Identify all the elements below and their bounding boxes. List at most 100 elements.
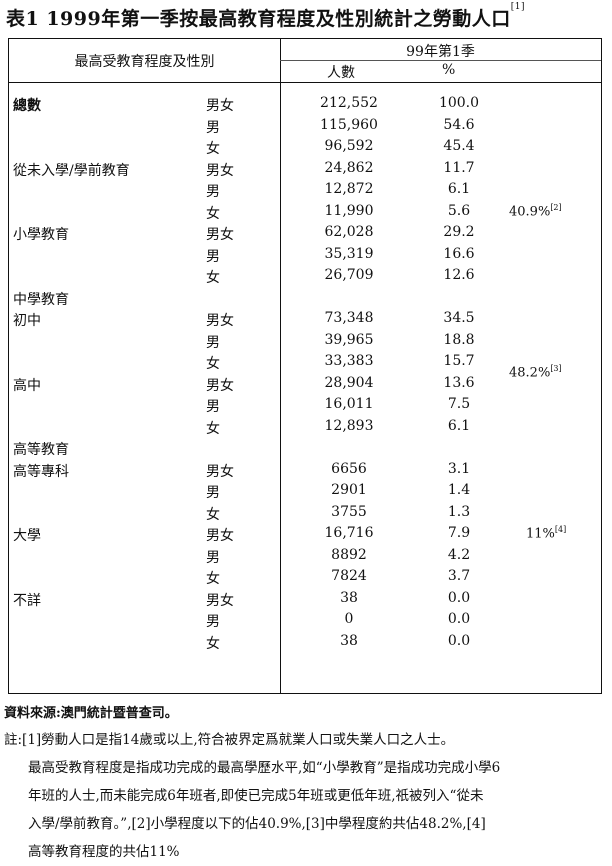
education-level-cell: 中學教育 [13, 291, 69, 308]
subheader-divider [280, 60, 601, 61]
table-row: 小學教育 男女 62,028 29.2 [9, 224, 601, 246]
annotation-ref: [4] [554, 525, 567, 534]
sex-cell: 男 [206, 334, 220, 351]
sex-cell: 女 [206, 506, 220, 523]
count-cell: 2901 [331, 482, 367, 498]
count-cell: 6656 [331, 460, 367, 477]
percent-cell: 6.1 [447, 181, 471, 197]
count-cell: 12,893 [324, 417, 374, 434]
percent-cell: 16.6 [443, 245, 475, 262]
labor-force-table: 最高受教育程度及性別 99年第1季 人數 % 40.9%[2] 48.2%[3]… [8, 38, 602, 694]
percent-cell: 1.4 [447, 482, 471, 498]
sex-cell: 男 [206, 248, 220, 265]
percent-cell: 3.1 [447, 460, 471, 477]
sex-cell: 女 [206, 270, 220, 286]
footnote-line: 最高受教育程度是指成功完成的最高學歷水平,如“小學教育”是指成功完成小學6 [28, 760, 501, 776]
count-cell: 26,709 [324, 267, 374, 283]
table-row: 初中 男女 73,348 34.5 [9, 310, 601, 332]
education-level-cell: 高等專科 [13, 463, 69, 480]
footnote-line: 高等教育程度的共佔11% [28, 844, 180, 860]
education-level-cell: 小學教育 [13, 227, 69, 243]
annotation-ref: [2] [550, 203, 562, 212]
header-education-sex: 最高受教育程度及性別 [74, 54, 215, 70]
sex-cell: 男女 [206, 313, 234, 329]
count-cell: 16,716 [324, 525, 374, 541]
sex-cell: 男 [206, 485, 220, 501]
table-row: 男 12,872 6.1 [9, 181, 601, 203]
sex-cell: 男女 [206, 592, 234, 609]
percent-cell: 54.6 [443, 116, 475, 133]
percent-cell: 1.3 [447, 503, 471, 520]
sex-cell: 男 [206, 549, 220, 566]
count-cell: 8892 [331, 546, 367, 563]
table-row: 高中 男女 28,904 13.6 [9, 375, 601, 397]
annotation-value: 48.2% [509, 365, 551, 381]
title-footnote-ref: [1] [510, 2, 525, 12]
footnote-line: 年班的人士,而未能完成6年班者,即使已完成5年班或更低年班,祇被列入“從未 [28, 788, 484, 804]
sex-cell: 女 [206, 420, 220, 437]
table-row: 女 26,709 12.6 [9, 267, 601, 289]
source-line: 資料來源:澳門統計暨普查司。 [4, 706, 178, 721]
percent-cell: 45.4 [443, 138, 475, 154]
count-cell: 16,011 [324, 396, 374, 412]
sex-cell: 男女 [206, 463, 234, 480]
percent-cell: 15.7 [443, 353, 475, 369]
count-cell: 73,348 [324, 310, 374, 326]
table-row: 高等專科 男女 6656 3.1 [9, 461, 601, 483]
education-level-cell: 初中 [13, 313, 41, 329]
percent-cell: 34.5 [443, 310, 475, 326]
count-cell: 0 [344, 611, 354, 627]
table-row: 女 7824 3.7 [9, 568, 601, 590]
table-row: 中學教育 [9, 289, 601, 311]
table-row: 女 11,990 5.6 [9, 203, 601, 225]
count-cell: 3755 [331, 503, 367, 520]
education-level-cell: 高中 [13, 377, 41, 394]
count-cell: 212,552 [320, 95, 378, 111]
table-row: 大學 男女 16,716 7.9 [9, 525, 601, 547]
percent-cell: 0.0 [447, 589, 471, 606]
sex-cell: 男 [206, 184, 220, 200]
count-cell: 33,383 [324, 353, 374, 369]
annotation-secondary: 48.2%[3] [509, 364, 562, 380]
percent-cell: 29.2 [443, 224, 475, 240]
count-cell: 7824 [331, 568, 367, 584]
header-count: 人數 [327, 65, 355, 81]
annotation-below-primary: 40.9%[2] [509, 203, 562, 219]
sex-cell: 男 [206, 614, 220, 630]
percent-cell: 3.7 [447, 568, 471, 584]
table-row: 不詳 男女 38 0.0 [9, 590, 601, 612]
table-row: 女 33,383 15.7 [9, 353, 601, 375]
table-row: 總數 男女 212,552 100.0 [9, 95, 601, 117]
percent-cell: 11.7 [443, 159, 475, 176]
count-cell: 35,319 [324, 245, 374, 262]
table-row: 男 115,960 54.6 [9, 117, 601, 139]
sex-cell: 男女 [206, 528, 234, 544]
percent-cell: 5.6 [447, 202, 471, 219]
header-divider [9, 82, 601, 83]
percent-cell: 100.0 [438, 95, 480, 111]
percent-cell: 18.8 [443, 331, 475, 348]
education-level-cell: 大學 [13, 528, 41, 544]
count-cell: 28,904 [324, 374, 374, 391]
table-row: 男 39,965 18.8 [9, 332, 601, 354]
sex-cell: 女 [206, 356, 220, 372]
education-level-cell: 不詳 [13, 592, 41, 609]
table-row: 女 38 0.0 [9, 633, 601, 655]
sex-cell: 女 [206, 635, 220, 652]
table-row: 從未入學/學前教育 男女 24,862 11.7 [9, 160, 601, 182]
annotation-tertiary: 11%[4] [526, 525, 566, 541]
sex-cell: 女 [206, 205, 220, 222]
table-row: 女 12,893 6.1 [9, 418, 601, 440]
column-divider [280, 39, 281, 693]
count-cell: 38 [340, 632, 358, 649]
sex-cell: 男女 [206, 162, 234, 179]
count-cell: 38 [340, 589, 358, 606]
count-cell: 12,872 [324, 181, 374, 197]
table-row: 男 2901 1.4 [9, 482, 601, 504]
table-row: 高等教育 [9, 439, 601, 461]
percent-cell: 12.6 [443, 267, 475, 283]
sex-cell: 男女 [206, 98, 234, 114]
percent-cell: 6.1 [447, 417, 471, 434]
table-row: 男 8892 4.2 [9, 547, 601, 569]
